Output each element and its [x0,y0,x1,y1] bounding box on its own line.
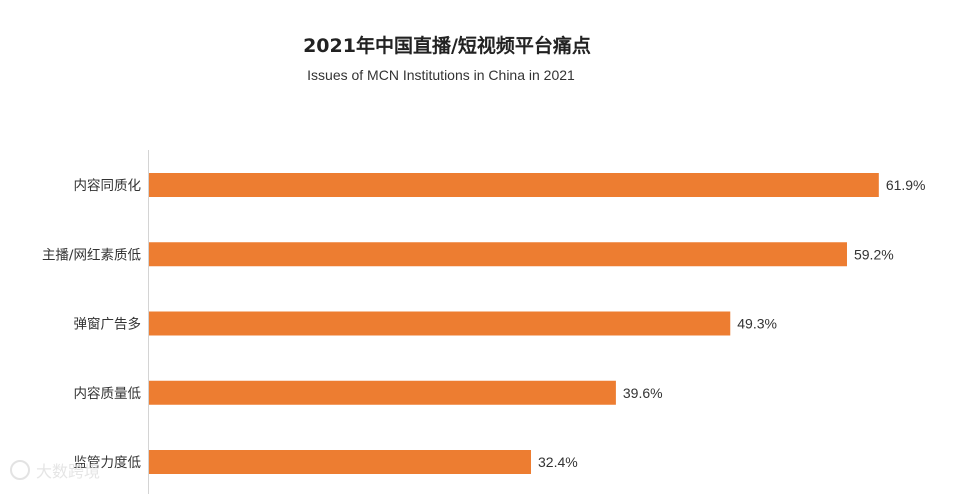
watermark-logo-icon [10,460,30,480]
category-label-4: 监管力度低 [74,455,142,471]
bar-2 [149,311,731,336]
value-label-0: 61.9% [886,177,926,193]
value-label-2: 49.3% [737,316,777,332]
bars-group: 内容同质化 61.9% 主播/网红素质低 59.2% 弹窗广告多 49.3% 内容质量低 39… [42,173,926,474]
bar-4 [149,450,532,474]
bar-3 [149,380,616,405]
watermark-logo-text: 大数跨境 [36,462,100,481]
category-label-1: 主播/网红素质低 [42,247,142,263]
category-label-3: 内容质量低 [74,385,142,402]
bar-1 [149,242,847,267]
category-label-2: 弹窗广告多 [74,316,142,333]
watermark: 大数跨境 [10,460,100,481]
value-label-4: 32.4% [538,454,578,470]
bar-0 [149,173,879,197]
value-label-1: 59.2% [854,246,894,262]
category-label-0: 内容同质化 [74,177,142,194]
value-label-3: 39.6% [623,385,663,401]
chart-subtitle: Issues of MCN Institutions in China in 2… [307,67,575,83]
chart-title: 2021年中国直播/短视频平台痛点 [303,34,591,57]
